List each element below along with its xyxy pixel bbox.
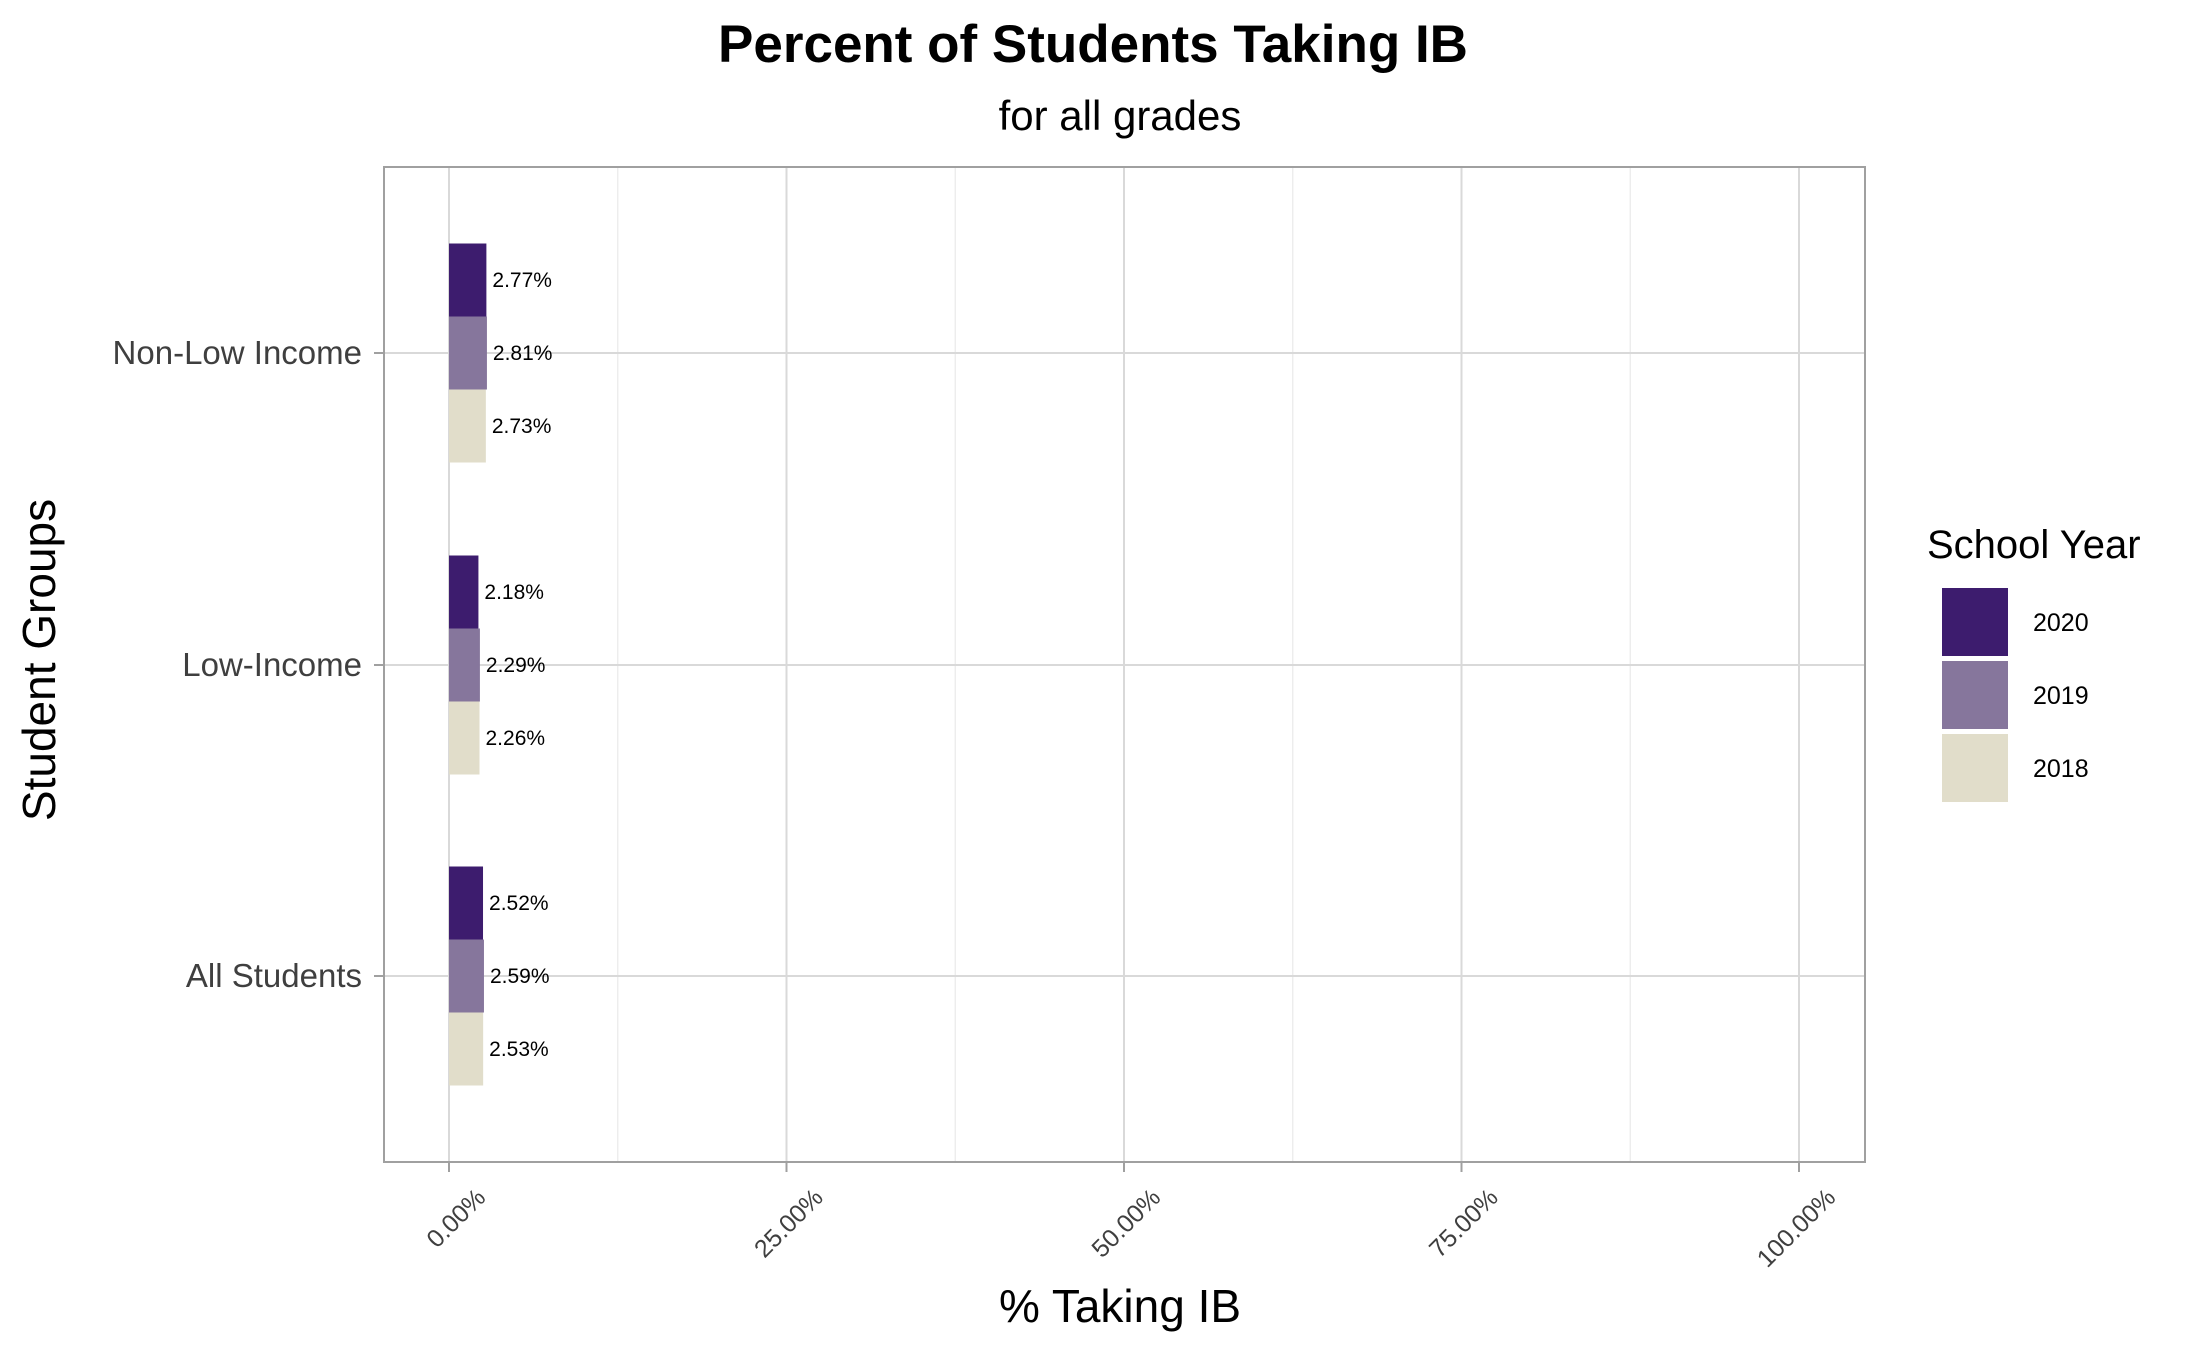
data-label: 2.77% [492,269,552,292]
bar [449,316,487,390]
bar [449,866,484,940]
bar [449,701,480,775]
data-label: 2.26% [486,727,546,750]
bar [449,1012,484,1086]
bar [449,555,479,629]
x-tick-label: 25.00% [749,1183,829,1263]
x-tick-label: 75.00% [1424,1183,1504,1263]
plot-area: 2.77% 2.81% 2.73% 2.18% 2.29% 2.26% 2.52% 2.59%… [113,166,1866,1273]
legend: School Year 2020 2019 2018 [1927,523,2141,802]
x-tick-label: 50.00% [1086,1183,1166,1263]
category-label: Non-Low Income [113,334,362,371]
legend-key [1942,661,2008,729]
legend-title: School Year [1927,523,2141,567]
legend-key [1942,734,2008,802]
data-label: 2.81% [493,342,553,365]
legend-label: 2019 [2033,682,2089,710]
data-label: 2.18% [484,581,544,604]
bar [449,243,487,317]
chart-subtitle: for all grades [999,92,1242,139]
data-label: 2.73% [492,415,552,438]
data-label: 2.53% [489,1038,549,1061]
data-label: 2.29% [486,654,546,677]
category-label: Low-Income [182,646,362,683]
x-tick-label: 0.00% [421,1183,491,1253]
legend-label: 2018 [2033,755,2089,783]
data-label: 2.52% [489,892,549,915]
data-label: 2.59% [490,965,550,988]
legend-label: 2020 [2033,609,2089,637]
bar [449,628,480,702]
y-axis-title: Student Groups [13,499,65,821]
legend-key [1942,588,2008,656]
bar [449,389,486,463]
category-label: All Students [186,957,362,994]
bar [449,939,484,1013]
x-axis-title: % Taking IB [999,1280,1241,1332]
chart-title: Percent of Students Taking IB [718,15,1468,74]
x-tick-label: 100.00% [1752,1183,1842,1273]
